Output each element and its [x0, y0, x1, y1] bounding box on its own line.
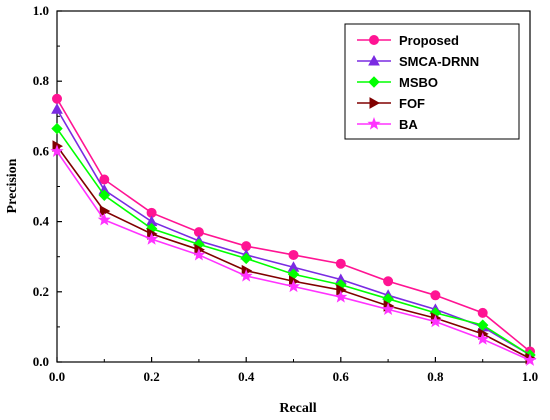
y-tick-label: 0.8 [33, 73, 50, 88]
y-tick-label: 1.0 [33, 3, 49, 18]
y-tick-label: 0.0 [33, 354, 49, 369]
legend-marker-msbo [368, 76, 380, 88]
data-point-ba [286, 279, 301, 293]
series-ba [50, 144, 537, 366]
data-point-proposed [383, 276, 394, 287]
data-point-ba [476, 332, 490, 345]
legend-label-smca-drnn: SMCA-DRNN [399, 54, 479, 69]
legend-marker-smca-drnn [368, 54, 380, 66]
data-point-msbo [98, 189, 111, 201]
data-point-proposed [477, 307, 488, 318]
data-point-fof [99, 205, 111, 217]
y-tick-label: 0.2 [33, 284, 49, 299]
legend-marker-proposed [369, 35, 379, 45]
data-point-proposed [52, 93, 62, 104]
data-point-msbo [476, 319, 489, 331]
legend-marker-fof [369, 97, 381, 109]
data-point-ba [50, 144, 64, 158]
x-tick-label: 0.2 [143, 369, 159, 384]
legend-label-proposed: Proposed [399, 33, 459, 48]
data-point-ba [97, 212, 111, 226]
series-proposed [52, 93, 535, 357]
x-tick-label: 0.0 [49, 369, 65, 384]
data-point-ba [334, 290, 348, 303]
data-point-ba [239, 269, 253, 282]
data-point-ba [523, 353, 537, 366]
data-point-ba [428, 314, 442, 328]
x-axis-label: Recall [279, 401, 316, 416]
legend-marker-ba [367, 117, 381, 130]
series-line-msbo [56, 128, 531, 356]
data-point-smca-drnn [51, 103, 63, 114]
data-point-ba [381, 302, 395, 315]
data-point-proposed [430, 290, 441, 301]
x-tick-label: 0.6 [333, 369, 350, 384]
series-msbo [51, 122, 536, 361]
series-line-smca-drnn [56, 108, 531, 356]
data-point-ba [192, 248, 206, 261]
x-tick-label: 0.8 [427, 369, 444, 384]
data-point-proposed [99, 174, 110, 185]
legend-label-fof: FOF [399, 96, 425, 111]
data-point-ba [145, 232, 159, 245]
y-tick-label: 0.6 [33, 143, 50, 158]
x-tick-label: 0.4 [238, 369, 255, 384]
data-point-msbo [51, 122, 63, 135]
x-tick-label: 1.0 [522, 369, 538, 384]
legend-label-ba: BA [399, 117, 418, 132]
y-tick-label: 0.4 [33, 214, 50, 229]
data-point-proposed [288, 249, 299, 260]
y-axis-label: Precision [5, 158, 20, 213]
data-point-proposed [335, 258, 346, 269]
legend: Proposed SMCA-DRNN MSBO FOF BA [344, 23, 520, 140]
legend-label-msbo: MSBO [399, 75, 438, 90]
series-smca-drnn [51, 103, 536, 360]
data-point-msbo [240, 252, 252, 265]
